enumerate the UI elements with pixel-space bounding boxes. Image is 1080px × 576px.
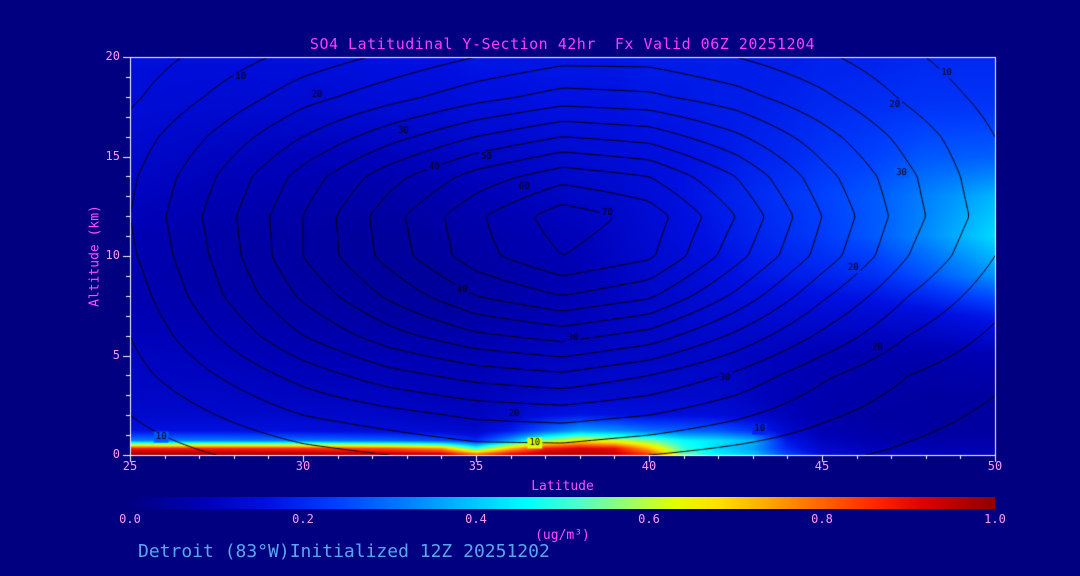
y-tick-label: 0 <box>112 447 120 461</box>
y-tick-label: 5 <box>112 347 120 362</box>
colorbar-tick-label: 0.8 <box>811 512 833 526</box>
y-tick-label: 20 <box>105 49 120 63</box>
colorbar-tick-label: 0.6 <box>638 512 660 526</box>
colorbar-tick-label: 0.2 <box>292 512 314 526</box>
x-tick-label: 25 <box>122 459 138 473</box>
colorbar-units-label: (ug/m³) <box>535 528 590 543</box>
x-tick-label: 30 <box>295 459 311 473</box>
y-tick-label: 10 <box>105 248 120 262</box>
colorbar-tick-label: 0.0 <box>119 512 141 526</box>
y-tick-label: 15 <box>105 148 120 163</box>
footer-caption: Detroit (83°W)Initialized 12Z 20251202 <box>138 541 550 562</box>
colorbar-tick-label: 0.4 <box>465 512 487 526</box>
colorbar <box>130 497 995 509</box>
x-tick-label: 45 <box>814 459 830 473</box>
colorbar-tick-label: 1.0 <box>984 512 1006 526</box>
x-axis-label: Latitude <box>531 479 594 494</box>
x-tick-label: 35 <box>468 459 484 473</box>
x-tick-label: 40 <box>641 459 657 473</box>
chart-title: SO4 Latitudinal Y-Section 42hr Fx Valid … <box>309 35 816 53</box>
x-tick-label: 50 <box>987 459 1003 473</box>
